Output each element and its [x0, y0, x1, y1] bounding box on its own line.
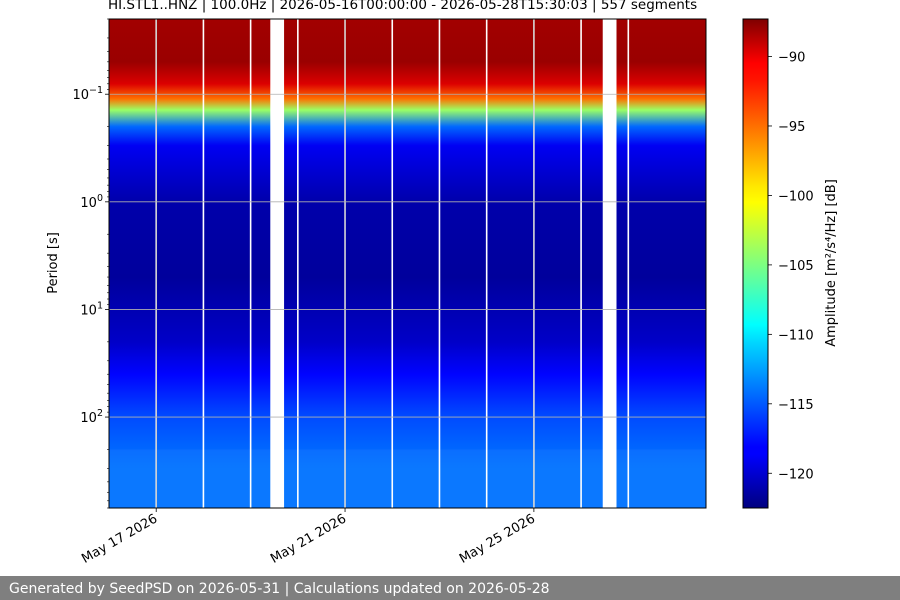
colorbar-tick-label: −105: [778, 259, 814, 274]
colorbar-tick-label: −120: [778, 467, 814, 482]
data-gap: [270, 19, 285, 508]
y-tick-label: 102: [80, 408, 103, 426]
chart-title: HI.STL1..HNZ | 100.0Hz | 2026-05-16T00:0…: [108, 0, 698, 13]
x-tick-label: May 25 2026: [457, 511, 538, 566]
colorbar-tick-label: −90: [778, 51, 805, 66]
y-tick-label: 10−1: [72, 85, 103, 103]
colorbar-tick-label: −100: [778, 189, 814, 204]
spectrogram-chart: 10−1 100 101 102 May 17 2026 May 21 2026 May 2…: [46, 18, 839, 567]
colorbar-tick-label: −95: [778, 120, 805, 135]
grid-lines: [109, 19, 706, 508]
y-tick-label: 100: [80, 193, 103, 211]
x-tick-label: May 17 2026: [79, 511, 160, 566]
spectrogram-plot-area: [109, 19, 706, 508]
data-gap: [602, 19, 617, 508]
colorbar: [742, 18, 769, 509]
colorbar-tick-label: −115: [778, 398, 814, 413]
y-axis-label: Period [s]: [46, 232, 61, 294]
footer-text: Generated by SeedPSD on 2026-05-31 | Cal…: [9, 581, 550, 597]
colorbar-label: Amplitude [m²/s⁴/Hz] [dB]: [824, 179, 839, 347]
colorbar-tick-label: −110: [778, 328, 814, 343]
footer-bar: Generated by SeedPSD on 2026-05-31 | Cal…: [0, 576, 900, 600]
x-tick-label: May 21 2026: [268, 511, 349, 566]
plot-frame: [108, 18, 707, 509]
colorbar-axis: −90 −95 −100 −105 −110 −115 −120: [768, 51, 814, 482]
y-tick-label: 101: [80, 300, 103, 318]
